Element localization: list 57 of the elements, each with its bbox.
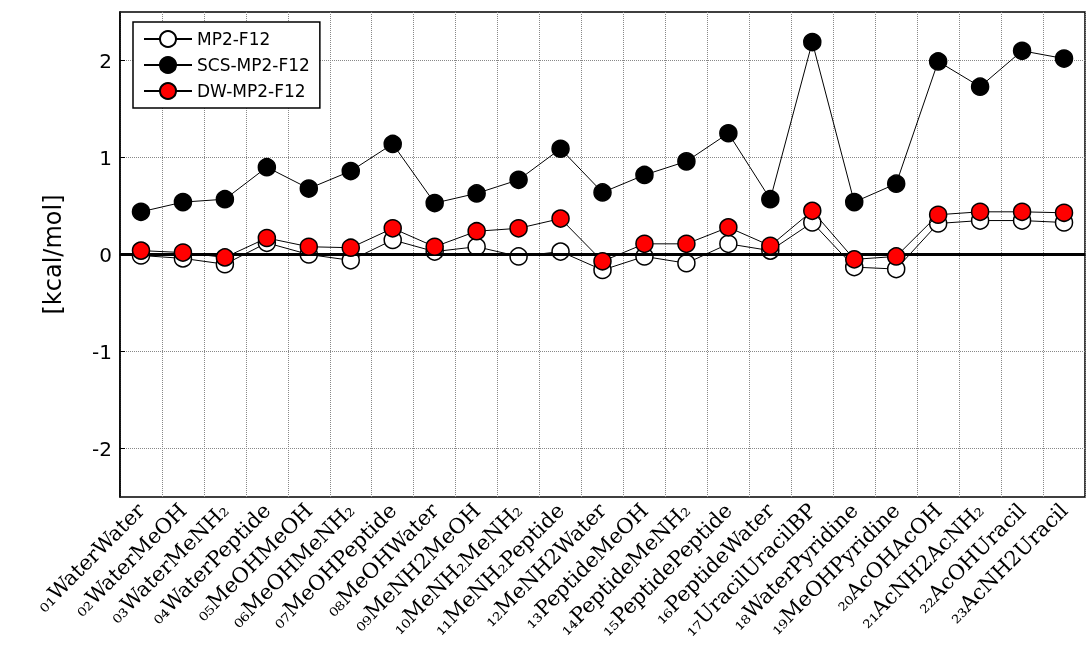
- y-axis-title: [kcal/mol]: [39, 194, 67, 315]
- point: [970, 77, 990, 96]
- y-tick-label: -1: [92, 339, 112, 364]
- point: [761, 189, 780, 209]
- point: [257, 157, 277, 177]
- point: [257, 228, 277, 248]
- point: [341, 161, 361, 181]
- point: [677, 152, 696, 171]
- point: [299, 237, 319, 256]
- point: [928, 52, 948, 71]
- point: [1012, 202, 1032, 222]
- point: [467, 221, 486, 241]
- point: [131, 241, 151, 260]
- point: [635, 234, 654, 254]
- point: [215, 248, 235, 267]
- point: [215, 189, 235, 209]
- point: [1012, 41, 1032, 61]
- point: [845, 192, 864, 212]
- y-tick-label: -2: [92, 436, 112, 461]
- point: [551, 139, 570, 159]
- point: [928, 205, 948, 224]
- point: [131, 202, 151, 222]
- point: [803, 32, 822, 52]
- y-tick-label: 0: [99, 242, 112, 267]
- point: [677, 234, 696, 254]
- point: [970, 202, 990, 222]
- legend-label: MP2-F12: [197, 29, 271, 49]
- point: [886, 247, 906, 266]
- point: [425, 193, 444, 213]
- point: [719, 218, 738, 237]
- point: [551, 209, 570, 228]
- point: [299, 179, 319, 198]
- point: [635, 165, 654, 185]
- point: [593, 252, 612, 271]
- point: [1054, 49, 1074, 68]
- point: [1054, 203, 1074, 223]
- y-tick-label: 1: [99, 145, 112, 170]
- point: [803, 201, 822, 221]
- point: [509, 219, 528, 238]
- point: [425, 237, 444, 256]
- point: [341, 238, 361, 257]
- y-tick-label: 2: [99, 48, 112, 73]
- point: [593, 183, 612, 202]
- point: [509, 170, 528, 190]
- point: [845, 250, 864, 269]
- point: [173, 243, 193, 262]
- point: [467, 184, 486, 203]
- point: [383, 219, 402, 238]
- point: [761, 236, 780, 256]
- point: [886, 174, 906, 193]
- legend-label: SCS-MP2-F12: [197, 55, 310, 75]
- legend-label: DW-MP2-F12: [197, 81, 306, 101]
- point: [173, 192, 193, 212]
- point: [383, 134, 402, 154]
- point: [677, 253, 696, 273]
- point: [719, 234, 738, 254]
- point: [719, 124, 738, 143]
